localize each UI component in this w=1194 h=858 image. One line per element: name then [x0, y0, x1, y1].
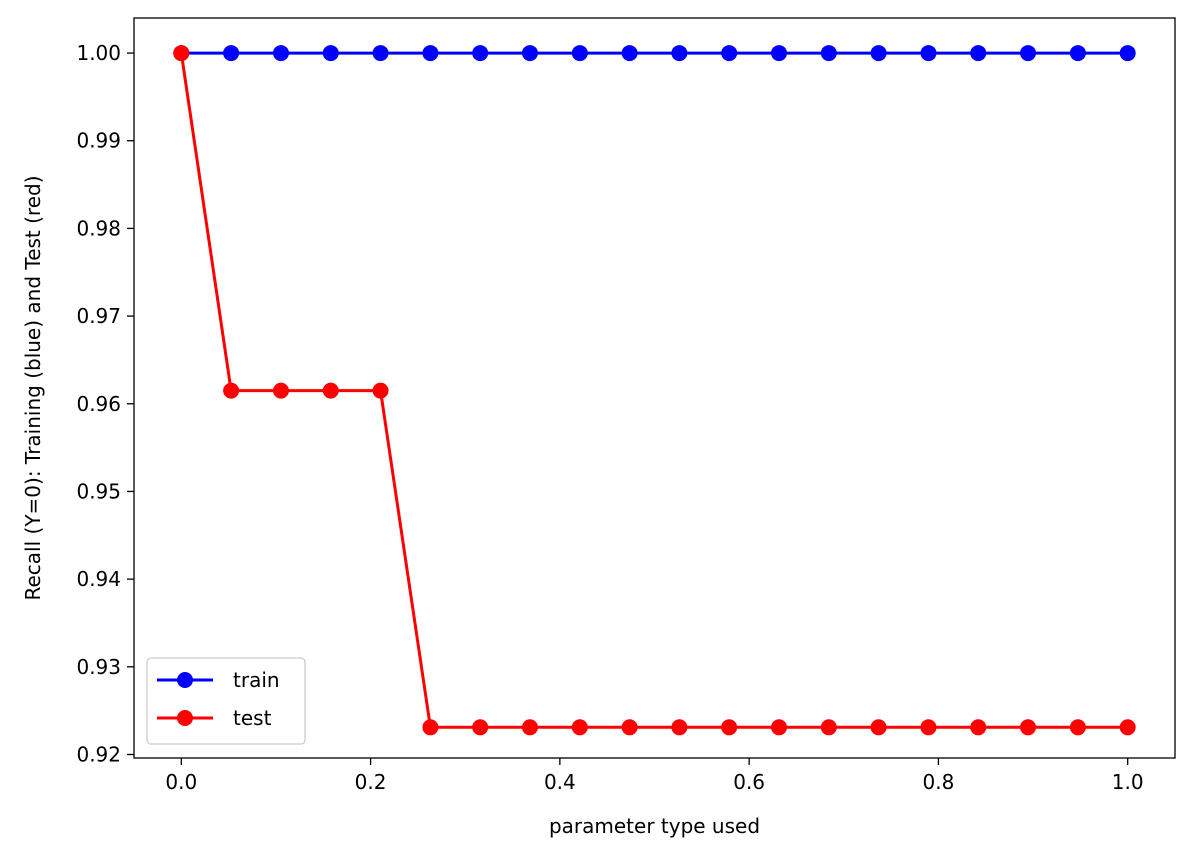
- y-tick-label: 0.96: [76, 392, 121, 416]
- data-point-train: [571, 45, 588, 62]
- plot-background: [134, 18, 1175, 758]
- data-point-train: [621, 45, 638, 62]
- data-point-test: [521, 719, 538, 736]
- x-axis-label: parameter type used: [549, 814, 760, 838]
- y-axis: 0.92 0.93 0.94 0.95 0.96 0.97 0.98 0.99 1.00: [76, 41, 134, 766]
- data-point-train: [870, 45, 887, 62]
- data-point-train: [472, 45, 489, 62]
- x-tick-label: 0.6: [733, 770, 765, 794]
- x-tick-label: 0.2: [355, 770, 387, 794]
- data-point-train: [721, 45, 738, 62]
- data-point-train: [372, 45, 389, 62]
- data-point-test: [322, 382, 339, 399]
- legend-item-test: test: [157, 706, 272, 730]
- legend-label-test: test: [233, 706, 272, 730]
- data-point-test: [422, 719, 439, 736]
- legend: train test: [146, 657, 306, 745]
- data-point-test: [621, 719, 638, 736]
- data-point-train: [771, 45, 788, 62]
- y-axis-label: Recall (Y=0): Training (blue) and Test (…: [21, 175, 45, 600]
- data-point-train: [223, 45, 240, 62]
- x-tick-label: 0.4: [544, 770, 576, 794]
- data-point-train: [970, 45, 987, 62]
- data-point-test: [1020, 719, 1037, 736]
- x-tick-label: 1.0: [1112, 770, 1144, 794]
- data-point-test: [1069, 719, 1086, 736]
- y-tick-label: 0.95: [76, 479, 121, 503]
- legend-box: [146, 657, 306, 745]
- y-tick-label: 0.92: [76, 742, 121, 766]
- series-line-test: [179, 52, 1128, 729]
- data-point-test: [970, 719, 987, 736]
- data-point-test: [820, 719, 837, 736]
- data-point-test: [372, 382, 389, 399]
- x-tick-label: 0.0: [165, 770, 197, 794]
- y-tick-label: 1.00: [76, 41, 121, 65]
- legend-marker-train: [177, 672, 193, 688]
- x-tick-label: 0.8: [923, 770, 955, 794]
- y-tick-label: 0.97: [76, 304, 121, 328]
- series-train: [173, 45, 1136, 62]
- y-tick-label: 0.99: [76, 129, 121, 153]
- data-point-train: [920, 45, 937, 62]
- data-point-test: [472, 719, 489, 736]
- data-point-train: [1069, 45, 1086, 62]
- y-tick-label: 0.94: [76, 567, 121, 591]
- y-tick-label: 0.98: [76, 216, 121, 240]
- data-point-train: [671, 45, 688, 62]
- data-point-train: [1020, 45, 1037, 62]
- x-axis: 0.0 0.2 0.4 0.6 0.8 1.0: [165, 758, 1144, 794]
- data-point-train: [272, 45, 289, 62]
- series-layer: [173, 45, 1136, 736]
- data-point-test: [721, 719, 738, 736]
- data-point-test: [223, 382, 240, 399]
- plot-frame: [133, 17, 1176, 759]
- legend-label-train: train: [233, 668, 280, 692]
- data-point-train: [322, 45, 339, 62]
- data-point-test: [920, 719, 937, 736]
- data-point-test: [671, 719, 688, 736]
- data-point-test: [870, 719, 887, 736]
- data-point-train: [1119, 45, 1136, 62]
- legend-item-train: train: [157, 668, 280, 692]
- series-test: [173, 45, 1136, 736]
- data-point-test: [1119, 719, 1136, 736]
- data-point-train: [521, 45, 538, 62]
- y-tick-label: 0.93: [76, 655, 121, 679]
- data-point-train: [422, 45, 439, 62]
- data-point-test: [571, 719, 588, 736]
- data-point-test: [771, 719, 788, 736]
- data-point-test: [173, 45, 190, 62]
- data-point-test: [272, 382, 289, 399]
- data-point-train: [820, 45, 837, 62]
- legend-marker-test: [177, 710, 193, 726]
